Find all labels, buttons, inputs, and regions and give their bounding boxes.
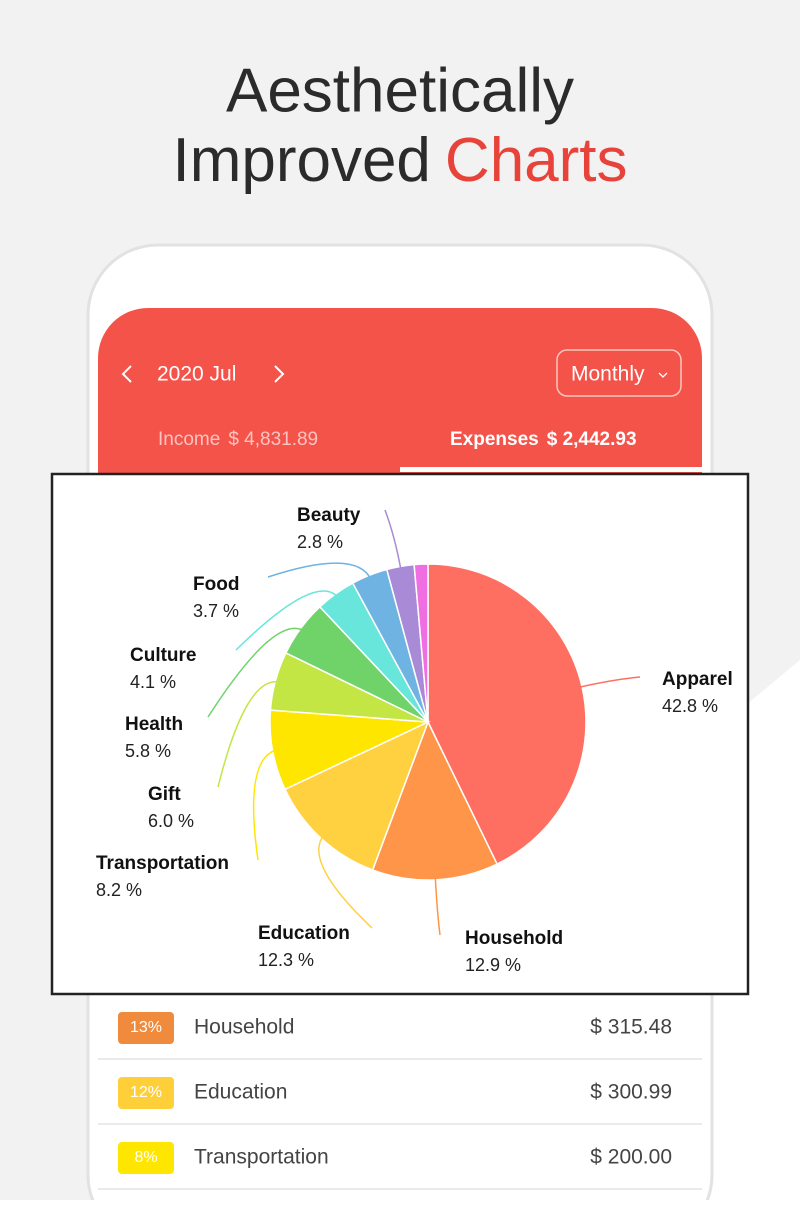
headline-part: Improved [172,126,430,195]
slice-value: 6.0 % [148,811,194,831]
slice-value: 42.8 % [662,696,718,716]
slice-label: Beauty [297,505,361,526]
percent-text: 13% [130,1019,162,1036]
slice-label: Gift [148,784,181,805]
list-row[interactable]: 12% Education $ 300.99 [98,1077,702,1125]
dropdown-arrow [658,372,668,378]
income-tab[interactable]: Income $ 4,831.89 [158,429,318,450]
list-area [98,996,702,1205]
period-dropdown[interactable] [556,349,682,397]
next-month[interactable] [274,365,285,383]
slice-label: Health [125,714,183,735]
slice-value: 3.7 % [193,601,239,621]
pie-chart: Apparel 42.8 % Household 12.9 % Education 12.… [96,505,733,975]
slice-label: Apparel [662,669,733,690]
period-label: Monthly [571,363,645,386]
leader-line [207,627,307,718]
expenses-tab[interactable]: Expenses $ 2,442.93 [450,429,637,450]
headline-highlight: Charts [445,126,628,195]
tab-indicator [400,467,702,472]
slice-label: Education [258,923,350,944]
slice-label: Household [465,928,563,949]
leader-line [575,676,641,689]
leader-line [235,590,340,651]
headline: Aesthetically [226,56,574,125]
category-name: Transportation [194,1146,329,1169]
headline: Improved Charts [172,126,627,195]
pie-slice [413,563,429,723]
list-row[interactable]: 8% Transportation $ 200.00 [98,1142,702,1190]
percent-badge [118,1012,174,1044]
category-name: Household [194,1016,294,1039]
month-label: 2020 Jul [157,363,236,386]
percent-text: 8% [134,1149,157,1166]
prev-month[interactable] [121,365,132,383]
expenses-amount: $ 2,442.93 [547,429,637,450]
leader-line [252,748,279,861]
income-label: Income [158,429,220,450]
amount: $ 200.00 [590,1146,672,1169]
percent-badge [118,1077,174,1109]
list-row[interactable]: 13% Household $ 315.48 [98,1012,702,1060]
leader-line [318,833,373,929]
slice-label: Food [193,574,239,595]
percent-badge [118,1142,174,1174]
percent-text: 12% [130,1084,162,1101]
leader-line [217,680,282,788]
slice-value: 2.8 % [297,532,343,552]
slice-value: 8.2 % [96,880,142,900]
category-list: 13% Household $ 315.48 12% Education $ 300.99… [98,1012,702,1190]
leader-line [267,562,373,582]
slice-value: 4.1 % [130,672,176,692]
slice-label: Culture [130,645,197,666]
slice-value: 12.3 % [258,950,314,970]
leader-line [434,873,441,936]
expenses-label: Expenses [450,429,539,450]
category-name: Education [194,1081,287,1104]
slice-value: 5.8 % [125,741,171,761]
amount: $ 315.48 [590,1016,672,1039]
slice-label: Transportation [96,853,229,874]
amount: $ 300.99 [590,1081,672,1104]
income-amount: $ 4,831.89 [228,429,318,450]
slice-value: 12.9 % [465,955,521,975]
leader-line [384,509,403,573]
